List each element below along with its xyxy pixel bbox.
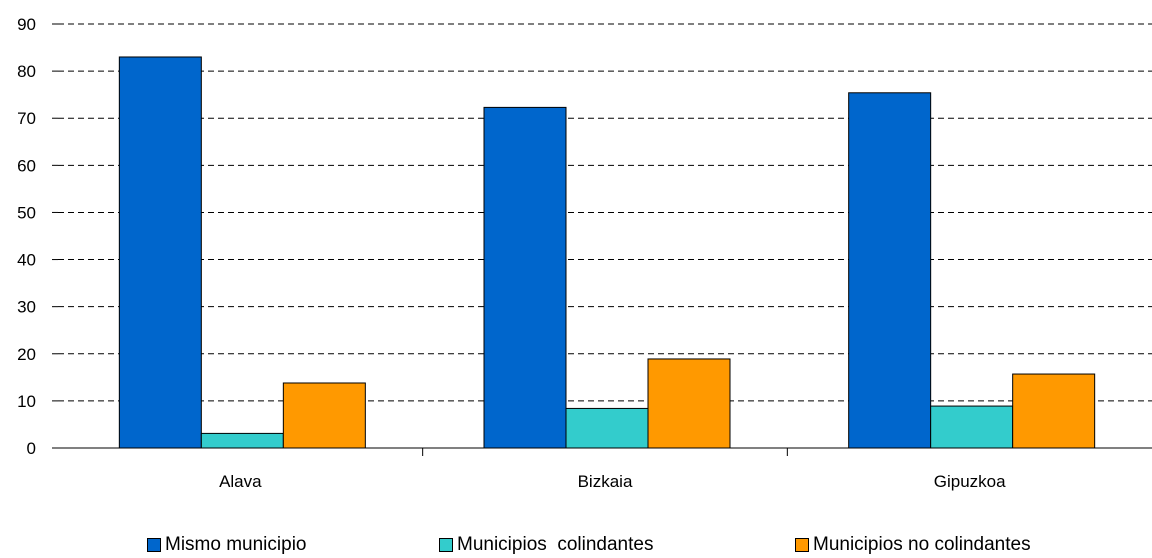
y-tick-label-3: 30: [17, 298, 36, 317]
y-tick-label-0: 0: [27, 439, 36, 458]
x-category-label-0: Alava: [219, 472, 262, 491]
x-category-label-2: Gipuzkoa: [934, 472, 1006, 491]
bar-bizkaia-series-0: [483, 106, 567, 449]
y-tick-label-4: 40: [17, 251, 36, 270]
legend-item-2: Municipios no colindantes: [795, 534, 1031, 556]
bars: [118, 56, 1096, 449]
legend-item-0: Mismo municipio: [147, 534, 306, 556]
y-tick-label-8: 80: [17, 62, 36, 81]
legend-label-2: Municipios no colindantes: [813, 534, 1031, 555]
bar-gipuzkoa-series-1: [930, 405, 1014, 449]
y-tick-label-1: 10: [17, 392, 36, 411]
bar-gipuzkoa-series-2: [1012, 373, 1096, 449]
axes: [52, 23, 1152, 456]
legend: Mismo municipio Municipios colindantes M…: [0, 530, 1152, 558]
bar-gipuzkoa-series-0: [848, 92, 932, 449]
bar-alava-series-0: [118, 56, 202, 449]
legend-item-1: Municipios colindantes: [439, 534, 653, 556]
legend-label-1: Municipios colindantes: [457, 534, 654, 555]
y-tick-label-5: 50: [17, 203, 36, 222]
legend-swatch-0: [147, 538, 161, 552]
legend-label-0: Mismo municipio: [165, 534, 307, 555]
bar-alava-series-1: [200, 432, 284, 449]
bar-bizkaia-series-1: [565, 407, 649, 449]
y-tick-label-6: 60: [17, 156, 36, 175]
y-tick-label-7: 70: [17, 109, 36, 128]
y-tick-label-2: 20: [17, 345, 36, 364]
bar-bizkaia-series-2: [647, 358, 731, 449]
legend-swatch-1: [439, 538, 453, 552]
x-category-label-1: Bizkaia: [578, 472, 633, 491]
gridlines: [58, 23, 1152, 402]
y-tick-label-9: 90: [17, 15, 36, 34]
labels: 0 10 20 30 40 50 60 70 80 90 Alava Bizkaia Gipuzkoa: [17, 15, 1006, 491]
legend-swatch-2: [795, 538, 809, 552]
bar-alava-series-2: [282, 382, 366, 449]
bar-chart-plot: 0 10 20 30 40 50 60 70 80 90 Alava Bizkaia Gipuzkoa: [17, 15, 1152, 491]
